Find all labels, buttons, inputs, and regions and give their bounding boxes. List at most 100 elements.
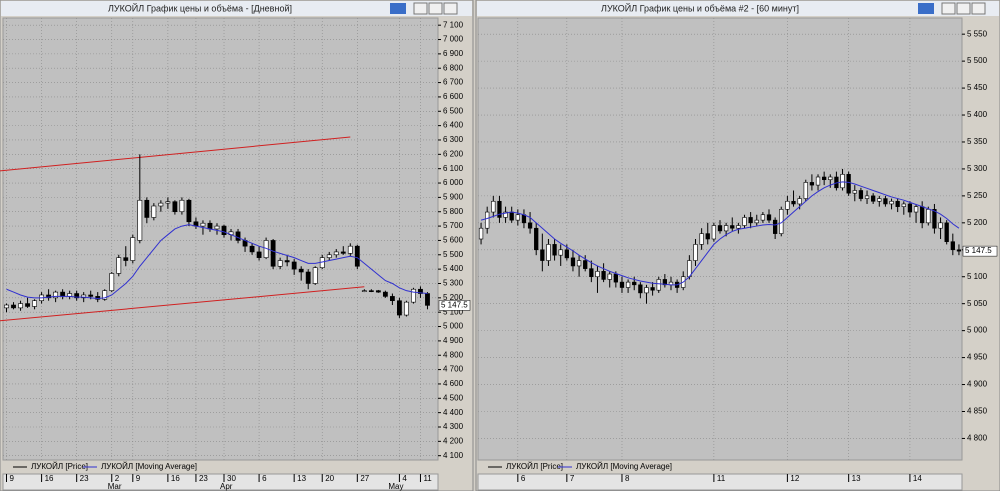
y-tick-label: 4 700 — [443, 365, 464, 374]
candle-body — [340, 251, 346, 254]
x-tick-label: 9 — [10, 474, 15, 483]
y-tick-label: 4 500 — [443, 393, 464, 402]
candle-body — [785, 200, 790, 210]
candle-body — [625, 281, 631, 288]
candle-body — [552, 244, 557, 256]
minimize-button[interactable] — [941, 2, 956, 15]
candle-body — [354, 245, 360, 267]
window-buttons[interactable] — [390, 2, 986, 15]
candle-body — [662, 279, 667, 286]
candle-body — [846, 174, 851, 194]
x-tick-label: 2 — [115, 474, 120, 483]
candle-body — [558, 249, 563, 256]
candle-body — [907, 203, 913, 213]
last-price-box — [438, 300, 471, 311]
candle-body — [214, 225, 220, 230]
x-tick-label: 11 — [717, 474, 726, 483]
y-tick-label: 7 000 — [443, 35, 464, 44]
y-tick-label: 6 500 — [443, 106, 464, 115]
maximize-button[interactable] — [956, 2, 971, 15]
candle-body — [326, 254, 332, 258]
legend-label: ЛУКОЙЛ [Price] — [506, 462, 563, 471]
candle-body — [389, 296, 395, 302]
candle-body — [895, 200, 900, 207]
x-tick-label: 6 — [262, 474, 267, 483]
x-tick-label: 6 — [521, 474, 526, 483]
candle-body — [312, 267, 318, 284]
y-tick-label: 5 300 — [443, 279, 464, 288]
candle-body — [791, 200, 796, 205]
candle-body — [877, 198, 882, 202]
candle-body — [932, 209, 937, 229]
candle-body — [347, 245, 353, 254]
candle-body — [158, 202, 164, 207]
candle-body — [632, 281, 637, 286]
y-tick-label: 5 300 — [967, 164, 988, 173]
maximize-button[interactable] — [428, 2, 443, 15]
x-tick-label: 23 — [199, 474, 208, 483]
candle-body — [200, 222, 206, 227]
y-tick-label: 5 550 — [967, 29, 988, 38]
y-tick-label: 6 000 — [443, 178, 464, 187]
candle-body — [221, 225, 227, 235]
candle-body — [760, 214, 766, 221]
y-tick-label: 6 600 — [443, 92, 464, 101]
y-tick-label: 7 100 — [443, 20, 464, 29]
y-tick-label: 6 800 — [443, 63, 464, 72]
moving-average-line — [480, 181, 960, 286]
candle-body — [742, 217, 747, 226]
candle-body — [883, 198, 888, 205]
y-tick-label: 5 050 — [967, 299, 988, 308]
candle-body — [172, 201, 178, 213]
candle-body — [515, 214, 520, 221]
y-tick-label: 5 800 — [443, 207, 464, 216]
x-tick-label: 27 — [360, 474, 369, 483]
close-button[interactable] — [443, 2, 458, 15]
pin-button[interactable] — [918, 3, 934, 14]
candle-body — [256, 251, 262, 258]
candle-body — [333, 251, 339, 256]
candle-body — [638, 284, 643, 294]
candle-body — [235, 231, 241, 241]
y-tick-label: 4 400 — [443, 408, 464, 417]
y-tick-label: 6 100 — [443, 164, 464, 173]
candle-body — [607, 273, 612, 280]
candle-body — [382, 291, 388, 297]
candle-body — [25, 303, 30, 307]
candle-body — [803, 182, 808, 199]
candle-body — [88, 294, 94, 297]
y-tick-label: 4 800 — [967, 434, 988, 443]
candle-body — [699, 233, 704, 245]
candle-body — [109, 273, 115, 291]
y-tick-label: 6 400 — [443, 121, 464, 130]
candle-body — [926, 209, 931, 224]
candle-body — [32, 300, 37, 307]
candle-body — [151, 205, 157, 218]
pin-button[interactable] — [390, 3, 406, 14]
candle-body — [754, 219, 759, 224]
x-tick-label: 14 — [913, 474, 922, 483]
candle-body — [950, 241, 955, 251]
candle-body — [130, 237, 136, 261]
candle-body — [74, 293, 80, 299]
candle-body — [368, 290, 374, 292]
candle-body — [748, 217, 753, 224]
candle-body — [956, 249, 962, 252]
candle-body — [123, 257, 129, 261]
moving-average-line — [6, 224, 428, 300]
candle-body — [840, 174, 845, 189]
x-tick-label: 16 — [171, 474, 180, 483]
y-tick-label: 5 500 — [967, 56, 988, 65]
x-tick-label: 11 — [423, 474, 432, 483]
candle-body — [705, 233, 710, 240]
candle-body — [564, 249, 569, 259]
month-label: Apr — [220, 482, 233, 491]
minimize-button[interactable] — [413, 2, 428, 15]
candle-body — [60, 291, 66, 297]
candle-body — [411, 288, 416, 303]
x-axis — [477, 473, 963, 491]
candle-body — [207, 222, 213, 230]
close-button[interactable] — [971, 2, 986, 15]
candle-body — [822, 176, 827, 181]
